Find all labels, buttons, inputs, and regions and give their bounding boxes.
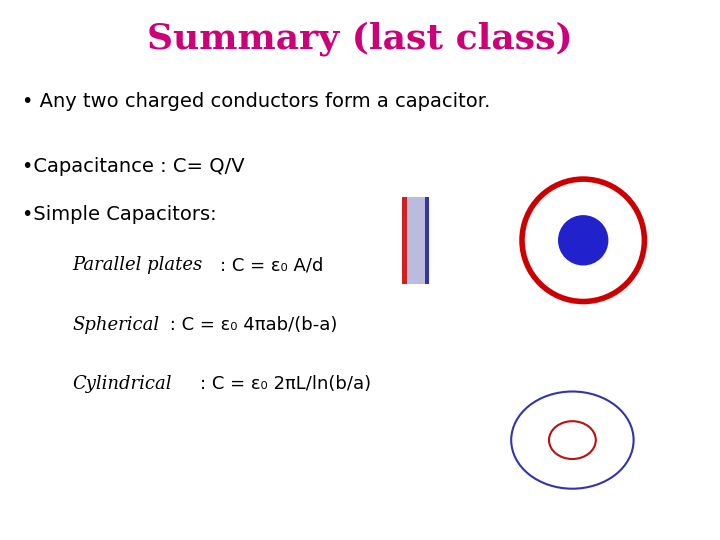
- Text: • Any two charged conductors form a capacitor.: • Any two charged conductors form a capa…: [22, 92, 490, 111]
- Text: •Simple Capacitors:: •Simple Capacitors:: [22, 205, 216, 224]
- Text: : C = ε₀ 2πL/ln(b/a): : C = ε₀ 2πL/ln(b/a): [200, 375, 372, 393]
- Text: Cylindrical: Cylindrical: [72, 375, 171, 393]
- Text: : C = ε₀ A/d: : C = ε₀ A/d: [220, 256, 323, 274]
- Bar: [425, 197, 429, 284]
- Ellipse shape: [558, 215, 608, 266]
- Ellipse shape: [549, 421, 596, 459]
- Ellipse shape: [511, 392, 634, 489]
- Text: •Capacitance : C= Q/V: •Capacitance : C= Q/V: [22, 157, 244, 176]
- Text: Spherical: Spherical: [72, 316, 159, 334]
- Text: Summary (last class): Summary (last class): [147, 22, 573, 56]
- Ellipse shape: [522, 179, 644, 301]
- Bar: [407, 197, 425, 284]
- Text: Parallel plates: Parallel plates: [72, 256, 202, 274]
- Bar: [402, 197, 407, 284]
- Text: : C = ε₀ 4πab/(b-a): : C = ε₀ 4πab/(b-a): [164, 316, 338, 334]
